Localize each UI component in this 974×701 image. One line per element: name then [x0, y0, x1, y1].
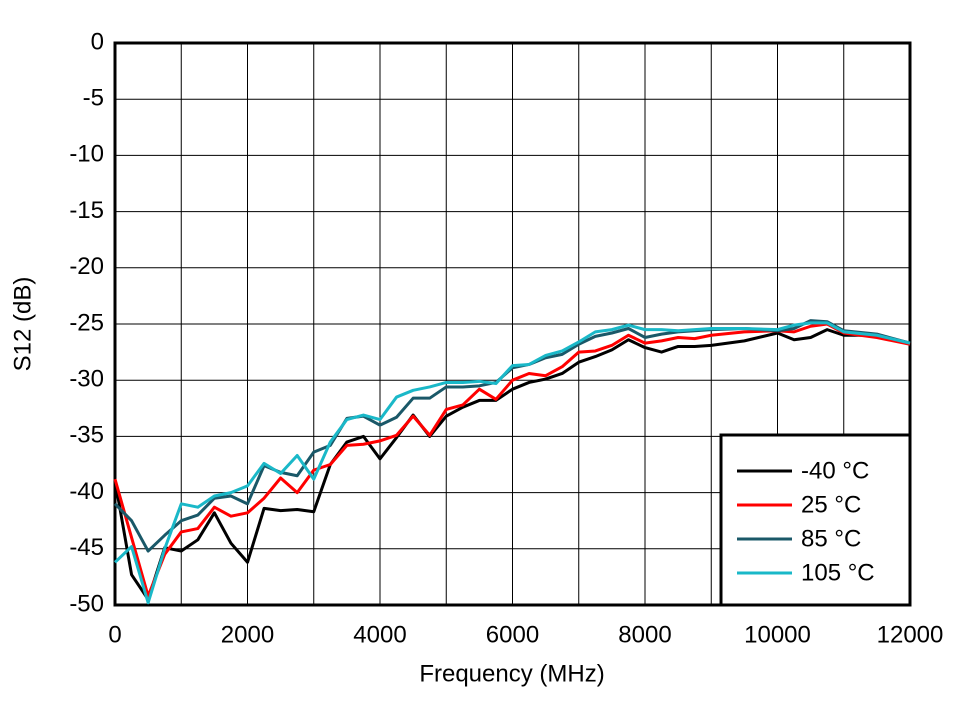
x-tick-label: 6000 [486, 621, 539, 648]
x-tick-label: 4000 [353, 621, 406, 648]
y-tick-label: -40 [69, 478, 104, 505]
legend-label: 105 °C [801, 559, 875, 586]
y-tick-label: -25 [69, 309, 104, 336]
x-tick-label: 2000 [221, 621, 274, 648]
y-tick-label: -35 [69, 422, 104, 449]
series-line [113, 322, 911, 598]
plot-frame [113, 41, 912, 607]
y-tick-label: -5 [83, 85, 104, 112]
series-line [113, 328, 911, 601]
x-tick-label: 8000 [618, 621, 671, 648]
y-tick-label: -20 [69, 253, 104, 280]
y-tick-label: -15 [69, 197, 104, 224]
legend-label: -40 °C [801, 457, 869, 484]
y-tick-label: -30 [69, 366, 104, 393]
y-tick-label: -10 [69, 141, 104, 168]
legend-box [719, 433, 912, 607]
y-axis-label: S12 (dB) [9, 277, 36, 372]
x-tick-label: 10000 [744, 621, 811, 648]
series-line [113, 321, 911, 605]
legend-label: 25 °C [801, 491, 861, 518]
y-tick-label: -45 [69, 534, 104, 561]
y-tick-label: -50 [69, 590, 104, 617]
x-tick-label: 12000 [877, 621, 944, 648]
x-axis-label: Frequency (MHz) [419, 660, 604, 687]
legend-label: 85 °C [801, 525, 861, 552]
y-tick-label: 0 [91, 28, 104, 55]
x-tick-label: 0 [108, 621, 121, 648]
